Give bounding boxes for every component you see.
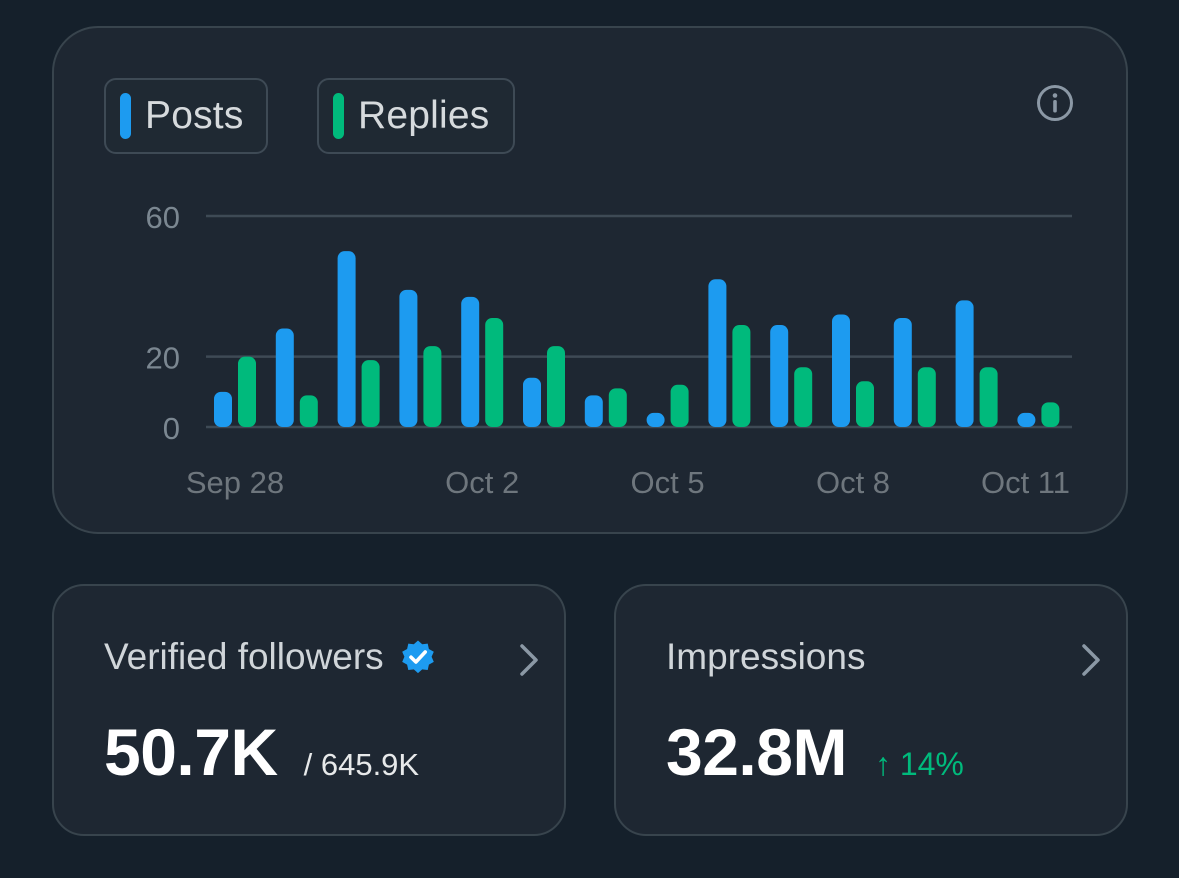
activity-chart-card: Posts Replies 0 20 60 Sep 28 Oct 2 Oct 5 Oct 8… [52, 26, 1128, 534]
bar-replies-oct-7 [794, 367, 813, 427]
verified-badge-icon [401, 640, 434, 674]
bar-posts-oct-8 [832, 314, 850, 427]
bar-replies-oct-8 [856, 381, 874, 427]
bar-posts-sep-30 [337, 251, 356, 427]
chevron-right-icon[interactable] [516, 642, 542, 678]
bar-posts-oct-10 [955, 300, 974, 427]
x-tick-label-sep-28: Sep 28 [186, 465, 284, 500]
legend-label-replies: Replies [358, 94, 490, 137]
bar-replies-oct-9 [917, 367, 936, 427]
legend-label-posts: Posts [145, 94, 244, 137]
bar-replies-oct-10 [979, 367, 998, 427]
legend-chip-posts[interactable]: Posts [104, 78, 268, 154]
posts-swatch [120, 93, 131, 139]
impressions-title: Impressions [666, 636, 866, 677]
bar-replies-oct-5 [670, 384, 689, 427]
legend-chip-replies[interactable]: Replies [317, 78, 515, 154]
info-circle-icon[interactable] [1036, 84, 1074, 122]
bar-replies-oct-11 [1041, 402, 1060, 427]
impressions-change: ↑ 14% [874, 746, 964, 782]
bar-replies-oct-3 [547, 346, 565, 427]
bar-posts-oct-3 [523, 377, 541, 427]
bar-replies-oct-4 [608, 388, 627, 427]
chevron-right-icon[interactable] [1078, 642, 1104, 678]
impressions-value: 32.8M [666, 715, 847, 789]
bar-replies-sep-29 [299, 395, 318, 427]
bar-replies-oct-6 [732, 325, 751, 427]
verified-followers-card[interactable]: Verified followers 50.7K / 645.9K [52, 584, 566, 836]
bar-posts-oct-9 [893, 317, 912, 427]
bar-posts-oct-6 [708, 279, 727, 427]
bar-posts-oct-2 [461, 296, 480, 427]
bar-posts-sep-28 [214, 391, 232, 427]
x-tick-label-oct-2: Oct 2 [445, 465, 519, 500]
bar-replies-oct-1 [423, 346, 442, 427]
bar-replies-oct-2 [485, 317, 504, 427]
verified-followers-value: 50.7K [104, 715, 278, 789]
y-tick-label-0: 0 [163, 411, 180, 446]
y-tick-label-20: 20 [146, 341, 180, 376]
bar-posts-oct-11 [1017, 412, 1036, 427]
bar-posts-oct-4 [584, 395, 603, 427]
bar-posts-oct-1 [399, 289, 418, 427]
bar-posts-sep-29 [275, 328, 294, 427]
total-followers-value: / 645.9K [303, 747, 420, 782]
x-tick-label-oct-5: Oct 5 [631, 465, 705, 500]
x-tick-label-oct-11: Oct 11 [981, 465, 1070, 500]
impressions-card[interactable]: Impressions 32.8M ↑ 14% [614, 584, 1128, 836]
verified-followers-title: Verified followers [104, 636, 384, 677]
bar-posts-oct-5 [646, 412, 665, 427]
bar-replies-sep-28 [238, 356, 256, 427]
bar-replies-sep-30 [361, 360, 380, 427]
bar-chart: 0 20 60 Sep 28 Oct 2 Oct 5 Oct 8 Oct 11 [146, 200, 1072, 500]
x-tick-label-oct-8: Oct 8 [816, 465, 890, 500]
bar-posts-oct-7 [770, 325, 789, 427]
y-tick-label-60: 60 [146, 200, 180, 235]
replies-swatch [333, 93, 344, 139]
